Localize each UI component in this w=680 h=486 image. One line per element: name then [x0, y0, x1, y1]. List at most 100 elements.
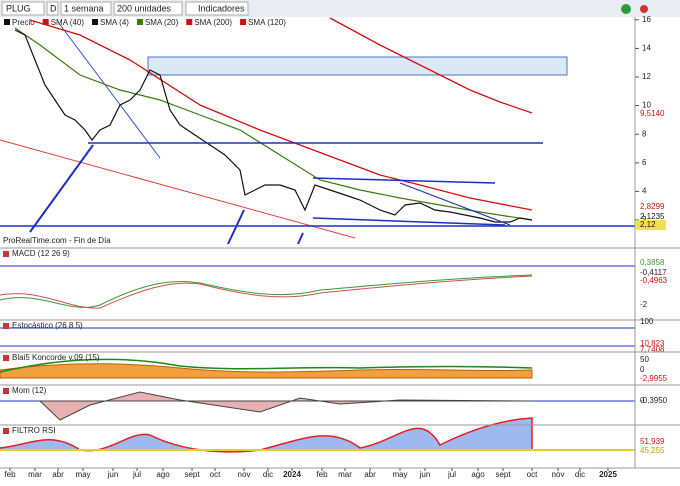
month-label: nov: [552, 470, 565, 479]
month-label: dic: [263, 470, 273, 479]
month-label: mar: [28, 470, 42, 479]
month-label: may: [75, 470, 90, 479]
price-tick-label: 6: [642, 158, 647, 167]
month-label: jun: [419, 470, 431, 479]
panel-icon: [3, 428, 9, 434]
price-label: 9,5140: [640, 109, 665, 118]
channel-line: [399, 182, 511, 226]
panel-value-label: -0,4963: [640, 276, 668, 285]
panel-value-label: 50: [640, 355, 649, 364]
sma-200: [329, 17, 533, 114]
panel-value-label: -0,3950: [640, 396, 668, 405]
arrow: [227, 209, 245, 245]
price-label: 2,8299: [640, 202, 665, 211]
month-label: jul: [132, 470, 141, 479]
legend-swatch: [92, 19, 99, 25]
period[interactable]: 1 semana: [64, 3, 104, 13]
month-label: sept: [495, 470, 511, 479]
indicator-drawings: [0, 265, 635, 453]
toolbar: PLUG D 1 semana 200 unidades Indicadores: [0, 0, 680, 17]
legend-swatch: [136, 19, 143, 25]
legend-swatch: [240, 19, 247, 25]
month-label: dic: [575, 470, 585, 479]
price-tick-label: 10: [642, 101, 651, 110]
channel-line: [312, 177, 496, 184]
arrow: [297, 232, 304, 245]
panel-value-label: -2,9955: [640, 374, 668, 383]
month-label: nov: [238, 470, 251, 479]
price-tick-label: 16: [642, 15, 651, 24]
price-line: [14, 29, 533, 223]
panel-value-label: 0: [640, 396, 645, 405]
koncorde-area: [0, 363, 533, 379]
legend-entry: SMA (120): [248, 18, 286, 27]
macd-line: [0, 274, 533, 308]
symbol-box[interactable]: [1, 1, 45, 16]
month-label: abr: [364, 470, 376, 479]
panel-value-label: 51,939: [640, 437, 665, 446]
mode-box[interactable]: [46, 1, 59, 16]
panel-value-label: 45,255: [640, 446, 665, 455]
indicators[interactable]: Indicadores: [198, 3, 245, 13]
panel-value-label: -2: [640, 300, 648, 309]
legend: Precio SMA (40) SMA (4) SMA (20) SMA (200) SM…: [4, 18, 286, 27]
price-tick-label: 2: [642, 215, 647, 224]
signal-line: [0, 275, 533, 309]
legend-swatch: [42, 19, 49, 25]
channel-line: [312, 217, 506, 226]
legend-entry: SMA (40): [51, 18, 85, 27]
legend-entry: SMA (20): [145, 18, 179, 27]
legend-swatch: [186, 19, 193, 25]
arrows: [29, 144, 304, 245]
arrow: [29, 144, 94, 233]
panel-value-label: 0,3858: [640, 258, 665, 267]
refresh-icon[interactable]: [621, 4, 631, 14]
month-label: may: [392, 470, 407, 479]
zone-box: [147, 56, 568, 76]
mode[interactable]: D: [50, 3, 57, 13]
price-label: 2,12: [640, 220, 656, 229]
units-box[interactable]: [113, 1, 183, 16]
price-panel: [0, 17, 680, 249]
month-label: sept: [184, 470, 200, 479]
month-label: jul: [447, 470, 456, 479]
price-tick-label: 12: [642, 72, 651, 81]
panel-title: Mom (12): [12, 386, 47, 395]
panel-title: MACD (12 26 9): [12, 249, 70, 258]
legend-entry: SMA (4): [100, 18, 129, 27]
price-tick-label: 14: [642, 44, 651, 53]
month-label: 2025: [599, 470, 617, 479]
month-label: oct: [527, 470, 538, 479]
price-marker: [636, 220, 666, 230]
sma-120: [29, 19, 533, 211]
trend-line: [0, 139, 356, 239]
panel-icon: [3, 355, 9, 361]
symbol[interactable]: PLUG: [6, 3, 31, 13]
panel-title: Blai5 Koncorde v.09 (15): [12, 353, 100, 362]
panel-value-label: 100: [640, 317, 654, 326]
indicators-box[interactable]: [185, 1, 249, 16]
panel-icon: [3, 323, 9, 329]
price-tick-label: 8: [642, 129, 647, 138]
tool-icon[interactable]: [640, 5, 648, 13]
legend-entry: SMA (200): [194, 18, 232, 27]
panel-title: Estocástico (26 8 5): [12, 321, 83, 330]
month-label: oct: [210, 470, 221, 479]
month-label: ago: [471, 470, 485, 479]
price-tick-label: 4: [642, 187, 647, 196]
units[interactable]: 200 unidades: [117, 3, 172, 13]
trend-line: [57, 21, 161, 159]
month-label: mar: [338, 470, 352, 479]
price-label: 2,1235: [640, 212, 665, 221]
month-label: abr: [52, 470, 64, 479]
panel-value-label: -0,4117: [640, 268, 667, 277]
panel-icon: [3, 251, 9, 257]
period-box[interactable]: [60, 1, 112, 16]
panel-title: FILTRO RSI: [12, 426, 55, 435]
momentum-area: [38, 391, 533, 421]
panel-value-label: 7,7408: [640, 345, 665, 354]
month-label: ago: [156, 470, 170, 479]
month-label: 2024: [283, 470, 301, 479]
panel-value-label: 10,823: [640, 339, 665, 348]
